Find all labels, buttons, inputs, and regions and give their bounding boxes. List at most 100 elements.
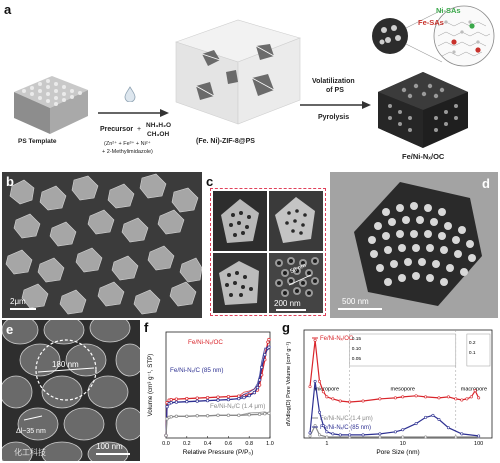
region-label-g: micropore [315,387,339,393]
ps-template-label: PS Template [18,138,57,145]
data-point-f [257,378,262,382]
arrow-right-icon-1 [98,109,169,117]
data-point-f [185,414,189,418]
series-line-g [309,424,479,438]
data-point-g [361,433,365,437]
data-point-g [414,422,418,426]
data-point-f [226,413,231,417]
data-point-f [260,365,264,369]
arrow-right-icon-2 [300,101,371,109]
data-point-g [414,394,418,398]
pore-size-chart-svg: micropore mesopore macropore 1 10 100 Pore Siz… [286,329,493,456]
data-point-g [308,431,312,435]
reagent-1: NH₃H₂O [146,122,172,129]
precursor-plus: + [137,126,142,133]
data-point-f [242,395,246,400]
data-point-f [185,400,189,404]
data-point-f [267,411,271,415]
data-point-f [195,396,199,400]
panel-letter-b: b [6,174,14,189]
data-point-g [477,396,481,400]
panel-d-tem-image: d 500 nm [330,172,498,318]
data-point-g [313,338,317,342]
scale-label-c: 200 nm [274,299,301,308]
scale-label-e: 100 nm [96,442,123,451]
data-point-g [460,432,464,436]
data-point-g [446,426,450,430]
fe-ni-oc-image [378,72,468,148]
tem-particle-d [330,172,498,318]
data-point-g [424,435,428,439]
panel-letter-g: g [282,320,290,335]
x-tick-label-f: 0.4 [204,441,212,447]
data-point-g [331,432,335,436]
fe-ni-oc-label: Fe/Ni-Nₓ/OC [402,152,445,161]
data-point-f [185,396,189,401]
data-point-g [348,400,352,404]
data-point-g [446,395,450,399]
data-point-g [437,396,441,400]
data-point-f [226,394,231,399]
data-point-f [195,414,199,418]
data-point-g [325,395,329,399]
watermark-text: 化工科技 [14,448,46,457]
data-point-f [255,385,260,390]
inset-box-g [349,333,457,367]
scale-bar-d [338,308,382,310]
sem-particles-b [2,172,202,318]
data-point-f [165,417,169,421]
data-point-g [424,415,428,419]
panel-letter-e: e [6,322,14,337]
data-point-g [338,399,342,403]
data-point-f [267,337,271,342]
data-point-f [174,397,179,401]
plot-frame-g [303,329,493,439]
precursor-detail-2: + 2-Methylimidazole) [102,149,153,155]
isotherm-chart-svg: 0.0 0.2 0.4 0.6 0.8 1.0 Relative Pressure (P/P… [147,331,274,456]
data-point-g [361,399,365,403]
x-tick-label-f: 0.8 [245,441,253,447]
plot-frame-f [165,331,271,439]
dashed-box [210,188,326,316]
data-point-g [317,433,321,437]
single-atom-zoom-image [372,5,495,67]
zif8-ps-image [175,19,301,125]
data-point-f [205,398,210,403]
drop-icon [124,86,136,102]
ps-template-image [14,76,88,134]
data-point-g [378,435,382,439]
data-point-f [169,415,173,419]
annot-label-e1: 180 nm [52,360,79,369]
data-point-g [317,379,321,383]
panel-letter-c: c [206,174,214,189]
data-point-f [237,413,241,417]
data-point-g [378,432,382,436]
scale-bar-b [10,308,36,310]
precursor-detail: (Zn²⁺ + Fe³⁺ + Ni²⁺ [104,141,151,147]
y-axis-label-g: dV/dlog(D) Pore Volume (cm³ g⁻¹) [286,342,292,427]
data-point-g [401,435,405,439]
data-point-g [469,395,473,399]
x-tick-label-f: 0.6 [225,441,233,447]
data-point-g [321,424,325,428]
data-point-g [473,389,477,393]
x-tick-label-f: 0.0 [162,441,170,447]
legend-entry-g: Fe/Ni-Nₓ/C (85 nm) [320,425,371,431]
panel-c: c [204,172,328,318]
data-point-g [325,430,329,434]
region-label-g: mesopore [391,387,415,393]
legend-entry-f: Fe/Ni-Nₓ/C (85 nm) [170,367,224,374]
x-axis-label-g: Pore Size (nm) [376,449,419,456]
panel-a: a PS Template Precursor + NH₃H₂O CH₃OH (… [0,0,500,172]
arrow2-line3: Pyrolysis [318,114,350,121]
x-tick-label-g: 1 [325,441,328,447]
data-point-g [393,396,397,400]
inset-tick-g: 0.1 [469,350,476,356]
data-point-g [331,397,335,401]
data-point-f [267,345,271,349]
panel-letter-d: d [482,176,490,191]
data-point-g [325,435,329,439]
data-point-g [308,434,312,438]
series-line-g [309,340,480,403]
legend-entry-f: Fe/Ni-Nₓ/OC [188,339,223,346]
